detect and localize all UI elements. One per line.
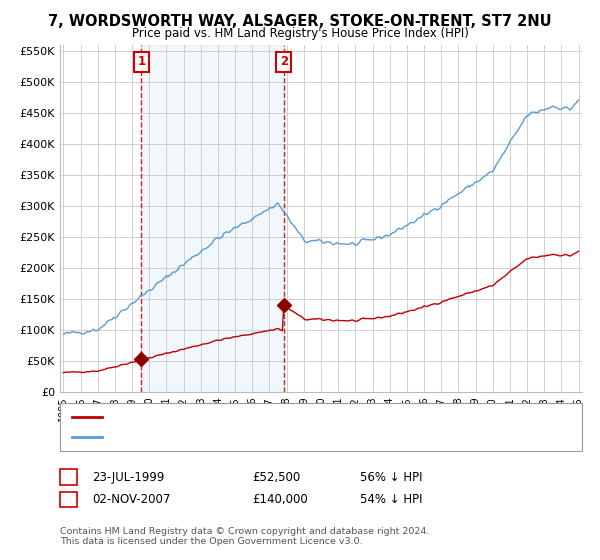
Text: 7, WORDSWORTH WAY, ALSAGER, STOKE-ON-TRENT, ST7 2NU: 7, WORDSWORTH WAY, ALSAGER, STOKE-ON-TRE… (48, 14, 552, 29)
Text: 02-NOV-2007: 02-NOV-2007 (92, 493, 170, 506)
Text: HPI: Average price, detached house, Cheshire East: HPI: Average price, detached house, Ches… (108, 432, 373, 442)
Text: 1: 1 (64, 470, 73, 484)
Text: 7, WORDSWORTH WAY, ALSAGER, STOKE-ON-TRENT, ST7 2NU (detached house): 7, WORDSWORTH WAY, ALSAGER, STOKE-ON-TRE… (108, 412, 525, 422)
Text: 1: 1 (137, 55, 145, 68)
Text: £52,500: £52,500 (252, 470, 300, 484)
Bar (142, 45, 284, 392)
Text: 23-JUL-1999: 23-JUL-1999 (92, 470, 164, 484)
Text: 54% ↓ HPI: 54% ↓ HPI (360, 493, 422, 506)
Text: Price paid vs. HM Land Registry's House Price Index (HPI): Price paid vs. HM Land Registry's House … (131, 27, 469, 40)
Text: Contains HM Land Registry data © Crown copyright and database right 2024.
This d: Contains HM Land Registry data © Crown c… (60, 526, 430, 546)
Text: 2: 2 (64, 493, 73, 506)
Text: 56% ↓ HPI: 56% ↓ HPI (360, 470, 422, 484)
Text: 2: 2 (280, 55, 288, 68)
Text: £140,000: £140,000 (252, 493, 308, 506)
